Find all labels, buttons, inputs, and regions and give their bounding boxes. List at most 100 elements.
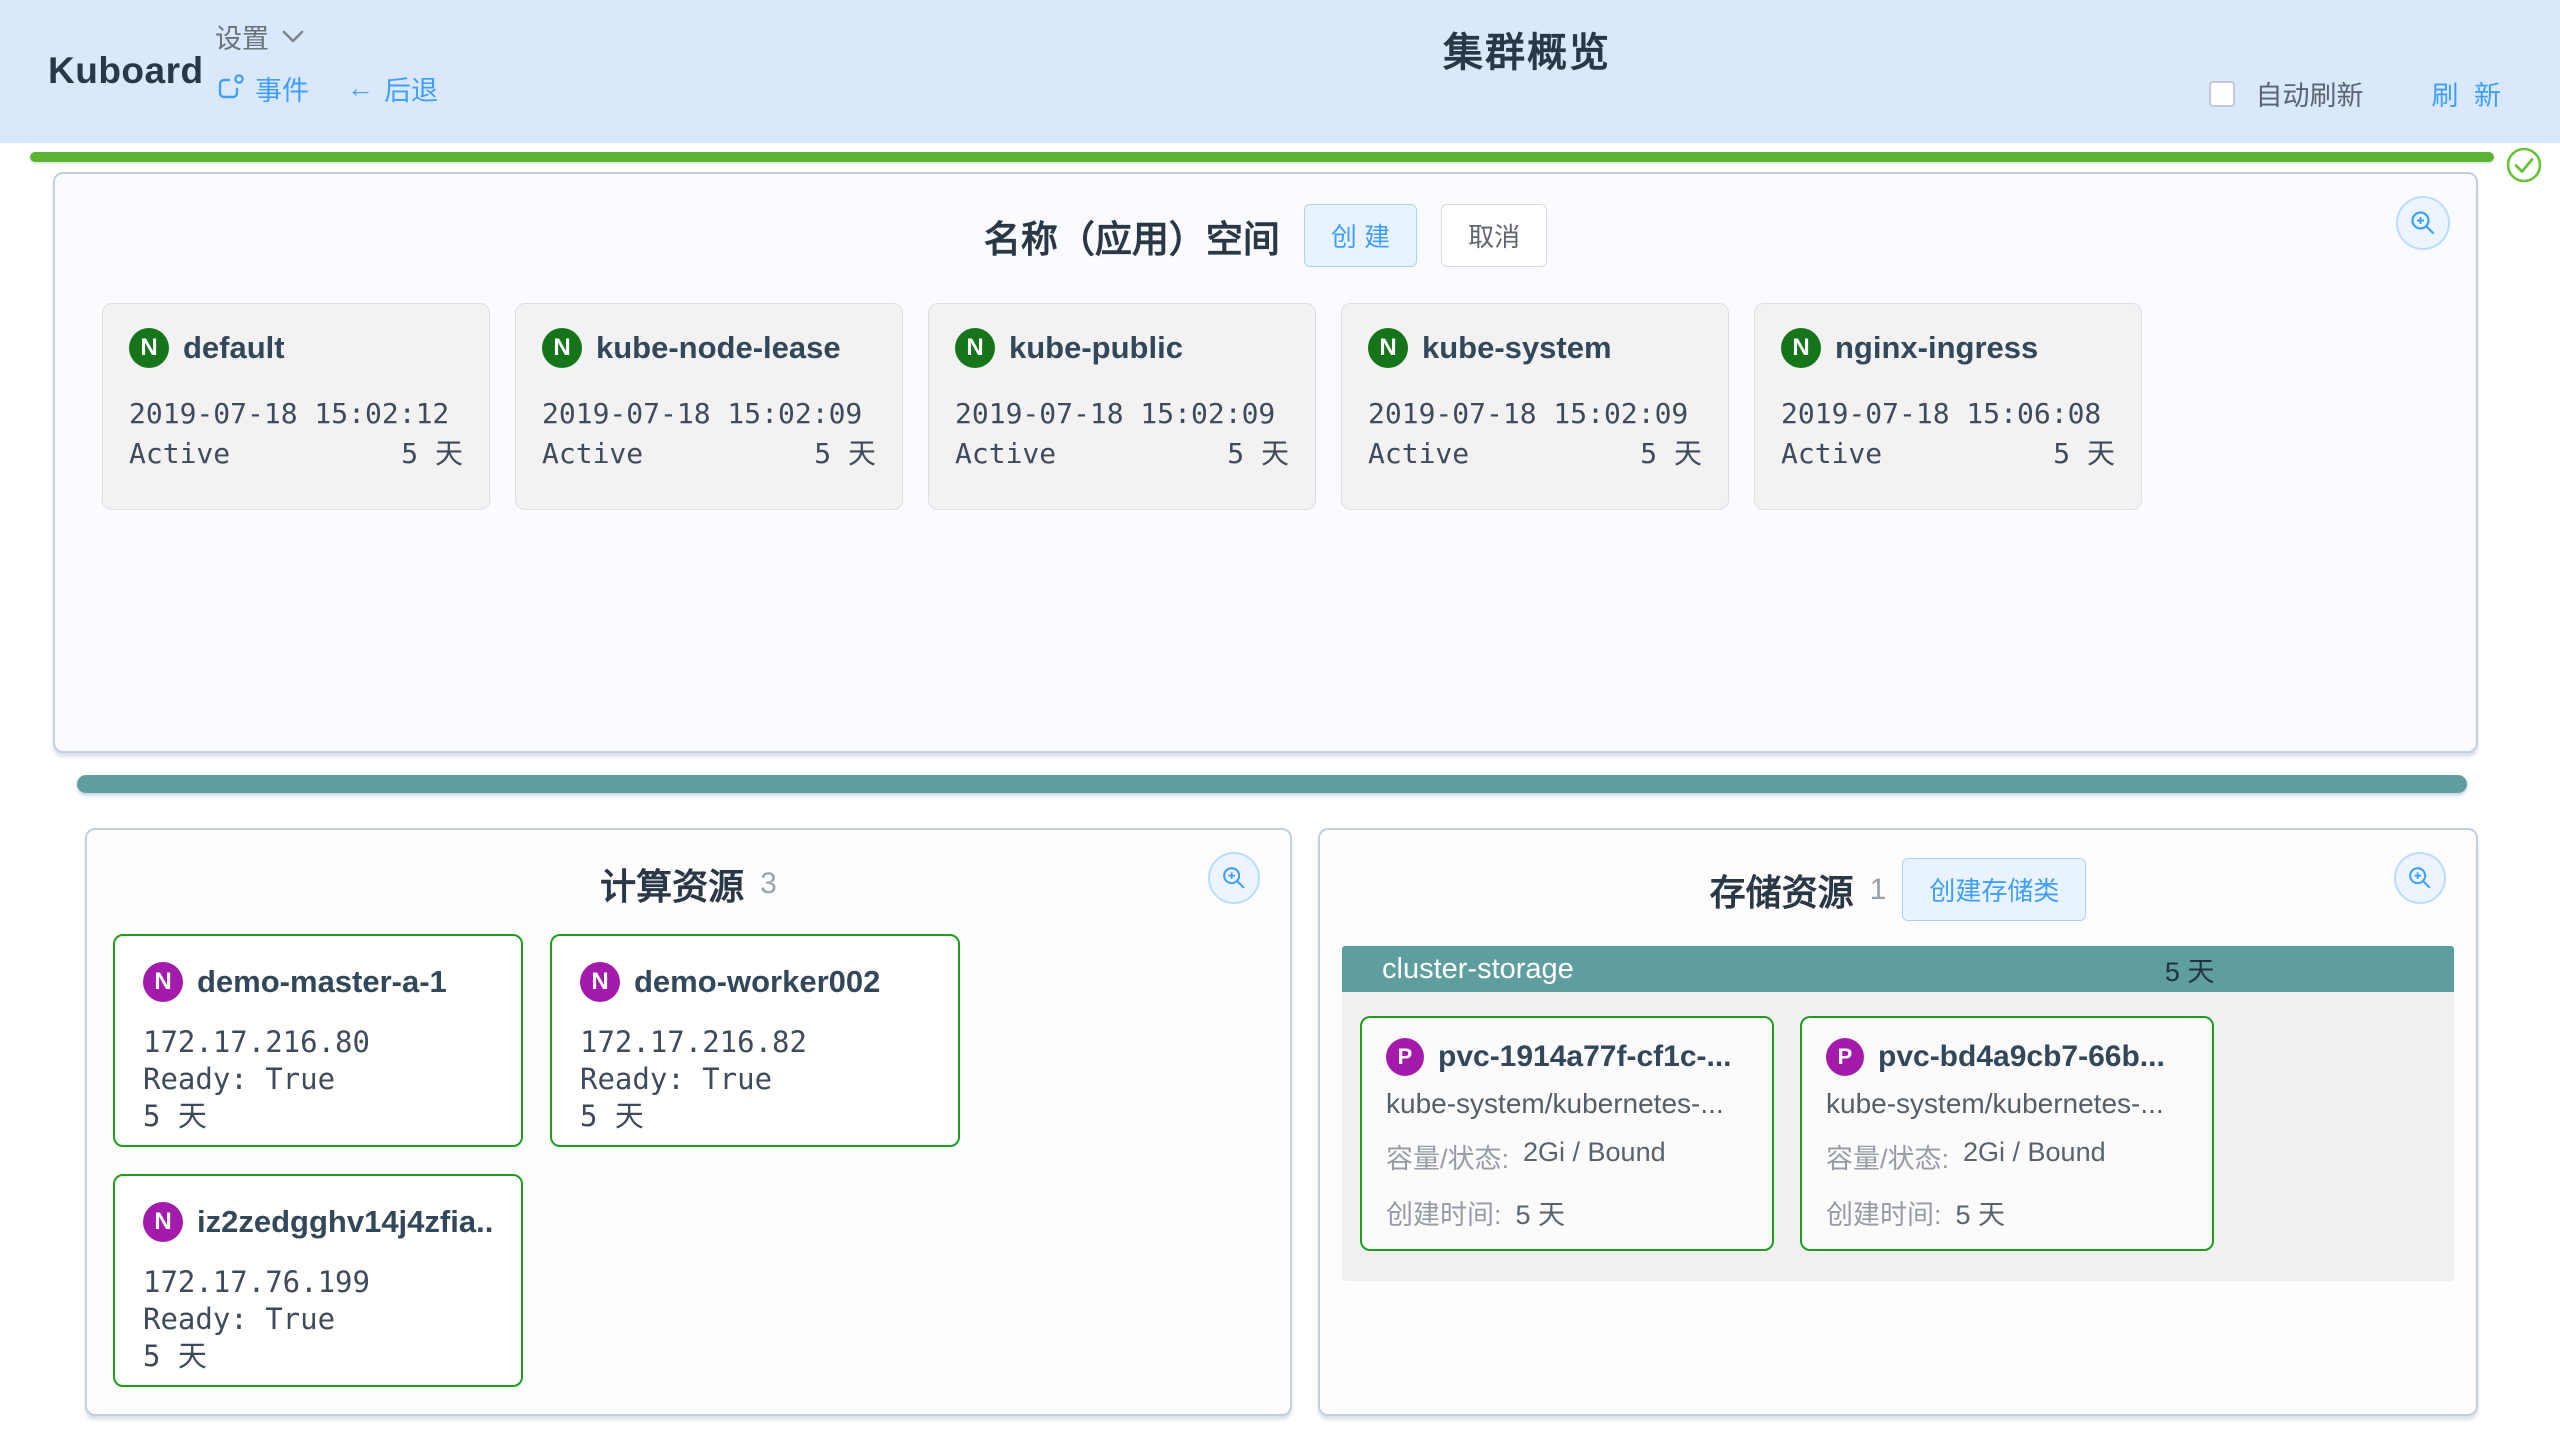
create-storage-class-button[interactable]: 创建存储类 <box>1902 858 2087 921</box>
app-logo[interactable]: Kuboard <box>48 50 204 91</box>
pvc-capacity-value: 2Gi / Bound <box>1963 1137 2106 1167</box>
events-link[interactable]: 事件 <box>215 69 309 108</box>
compute-zoom-button[interactable] <box>1208 852 1260 904</box>
namespace-age: 5 天 <box>1227 437 1289 470</box>
page-title: 集群概览 <box>1443 31 1611 75</box>
node-ready-status: Ready: True <box>143 1062 336 1096</box>
pvc-claim-ref: kube-system/kubernetes-... <box>1386 1088 1724 1119</box>
node-name: demo-worker002 <box>634 964 881 999</box>
header-nav: 设置 事件 ← 后退 <box>215 14 438 110</box>
namespace-name: kube-system <box>1422 330 1612 365</box>
namespace-created: 2019-07-18 15:02:09 <box>1368 397 1689 430</box>
auto-refresh-label[interactable]: 自动刷新 <box>2255 81 2364 111</box>
pvc-created-label: 创建时间: <box>1826 1200 1942 1230</box>
namespace-created: 2019-07-18 15:02:12 <box>129 397 450 430</box>
app-header: Kuboard 设置 事件 ← 后退 <box>0 0 2560 143</box>
pvc-badge-icon: P <box>1386 1038 1424 1076</box>
namespace-card-list: N default 2019-07-18 15:02:12 Active 5 天… <box>102 303 2476 510</box>
pvc-created-label: 创建时间: <box>1386 1200 1502 1230</box>
namespaces-panel: 名称（应用）空间 创 建 取消 N default 2019-07-18 15:… <box>53 172 2478 753</box>
back-link[interactable]: ← 后退 <box>347 69 438 108</box>
pvc-created-value: 5 天 <box>1515 1200 1566 1230</box>
chevron-down-icon <box>281 29 305 44</box>
node-badge-icon: N <box>580 962 620 1002</box>
node-name: iz2zedgghv14j4zfia... <box>197 1204 493 1239</box>
pvc-card-1914a77f[interactable]: P pvc-1914a77f-cf1c-... kube-system/kube… <box>1360 1016 1774 1251</box>
back-label: 后退 <box>384 75 438 106</box>
namespace-name: kube-node-lease <box>596 330 841 365</box>
settings-label: 设置 <box>215 23 269 54</box>
node-name: demo-master-a-1 <box>197 964 447 999</box>
loading-progress-bar <box>30 152 2494 162</box>
storage-zoom-button[interactable] <box>2394 852 2446 904</box>
storage-panel-header: 存储资源 1 创建存储类 <box>1320 858 2476 921</box>
storage-class-name: cluster-storage <box>1382 952 1574 985</box>
namespace-created: 2019-07-18 15:02:09 <box>542 397 863 430</box>
namespace-age: 5 天 <box>1640 437 1702 470</box>
node-ready-status: Ready: True <box>143 1302 336 1336</box>
namespace-age: 5 天 <box>2053 437 2115 470</box>
pvc-badge-icon: P <box>1826 1038 1864 1076</box>
pvc-capacity-label: 容量/状态: <box>1386 1144 1510 1174</box>
namespace-card-kube-public[interactable]: N kube-public 2019-07-18 15:02:09 Active… <box>928 303 1316 510</box>
namespace-card-default[interactable]: N default 2019-07-18 15:02:12 Active 5 天 <box>102 303 490 510</box>
namespaces-panel-header: 名称（应用）空间 创 建 取消 <box>55 204 2476 267</box>
namespace-badge-icon: N <box>1368 328 1408 368</box>
namespace-badge-icon: N <box>542 328 582 368</box>
namespace-card-nginx-ingress[interactable]: N nginx-ingress 2019-07-18 15:06:08 Acti… <box>1754 303 2142 510</box>
namespace-card-kube-system[interactable]: N kube-system 2019-07-18 15:02:09 Active… <box>1341 303 1729 510</box>
create-namespace-button[interactable]: 创 建 <box>1303 204 1418 267</box>
namespaces-panel-title: 名称（应用）空间 <box>983 218 1280 260</box>
events-label: 事件 <box>255 75 309 106</box>
pvc-capacity-value: 2Gi / Bound <box>1523 1137 1666 1167</box>
external-link-icon <box>215 73 245 103</box>
namespace-badge-icon: N <box>1781 328 1821 368</box>
node-card-iz2zedgghv[interactable]: N iz2zedgghv14j4zfia... 172.17.76.199 Re… <box>113 1174 523 1387</box>
node-badge-icon: N <box>143 1202 183 1242</box>
node-card-demo-worker002[interactable]: N demo-worker002 172.17.216.82 Ready: Tr… <box>550 934 960 1147</box>
storage-resources-panel: 存储资源 1 创建存储类 cluster-storage 5 天 P pvc-1… <box>1318 828 2478 1416</box>
compute-node-count: 3 <box>760 867 777 900</box>
namespace-age: 5 天 <box>401 437 463 470</box>
cancel-button[interactable]: 取消 <box>1441 204 1548 267</box>
storage-panel-title: 存储资源 <box>1709 871 1854 913</box>
node-ready-status: Ready: True <box>580 1062 773 1096</box>
storage-class-header[interactable]: cluster-storage 5 天 <box>1342 946 2454 992</box>
namespace-badge-icon: N <box>129 328 169 368</box>
auto-refresh-checkbox[interactable] <box>2209 80 2236 107</box>
pvc-name: pvc-1914a77f-cf1c-... <box>1438 1040 1732 1073</box>
node-age: 5 天 <box>143 1339 207 1373</box>
namespace-card-kube-node-lease[interactable]: N kube-node-lease 2019-07-18 15:02:09 Ac… <box>515 303 903 510</box>
namespace-badge-icon: N <box>955 328 995 368</box>
pvc-capacity-label: 容量/状态: <box>1826 1144 1950 1174</box>
header-links: 事件 ← 后退 <box>215 66 438 110</box>
namespace-name: nginx-ingress <box>1835 330 2039 365</box>
namespace-created: 2019-07-18 15:02:09 <box>955 397 1276 430</box>
refresh-button[interactable]: 刷 新 <box>2431 81 2505 111</box>
namespace-age: 5 天 <box>814 437 876 470</box>
check-circle-icon <box>2504 145 2544 185</box>
namespaces-zoom-button[interactable] <box>2396 196 2450 250</box>
namespace-status: Active <box>1781 437 1883 470</box>
namespace-name: kube-public <box>1009 330 1183 365</box>
node-ip: 172.17.216.80 <box>143 1025 370 1059</box>
namespace-status: Active <box>542 437 644 470</box>
storage-class-age: 5 天 <box>2164 956 2215 987</box>
node-ip: 172.17.76.199 <box>143 1265 370 1299</box>
namespace-status: Active <box>129 437 231 470</box>
node-age: 5 天 <box>580 1099 644 1133</box>
settings-dropdown[interactable]: 设置 <box>215 14 438 58</box>
node-badge-icon: N <box>143 962 183 1002</box>
pvc-card-bd4a9cb7[interactable]: P pvc-bd4a9cb7-66b... kube-system/kubern… <box>1800 1016 2214 1251</box>
node-age: 5 天 <box>143 1099 207 1133</box>
compute-panel-title: 计算资源 <box>600 866 745 907</box>
pvc-claim-ref: kube-system/kubernetes-... <box>1826 1088 2164 1119</box>
arrow-left-icon: ← <box>347 72 374 103</box>
node-card-list: N demo-master-a-1 172.17.216.80 Ready: T… <box>113 934 1013 1387</box>
namespace-status: Active <box>1368 437 1470 470</box>
node-ip: 172.17.216.82 <box>580 1025 807 1059</box>
pvc-name: pvc-bd4a9cb7-66b... <box>1878 1040 2165 1073</box>
pvc-card-list: P pvc-1914a77f-cf1c-... kube-system/kube… <box>1342 992 2454 1281</box>
namespace-name: default <box>183 330 285 365</box>
node-card-demo-master-a-1[interactable]: N demo-master-a-1 172.17.216.80 Ready: T… <box>113 934 523 1147</box>
